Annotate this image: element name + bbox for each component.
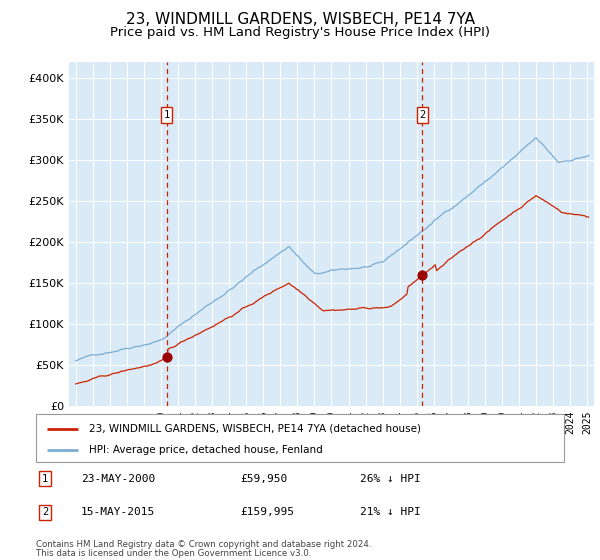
Text: Price paid vs. HM Land Registry's House Price Index (HPI): Price paid vs. HM Land Registry's House … [110, 26, 490, 39]
Text: 23-MAY-2000: 23-MAY-2000 [81, 474, 155, 484]
Text: 15-MAY-2015: 15-MAY-2015 [81, 507, 155, 517]
Text: 1: 1 [164, 110, 170, 120]
Text: 23, WINDMILL GARDENS, WISBECH, PE14 7YA (detached house): 23, WINDMILL GARDENS, WISBECH, PE14 7YA … [89, 424, 421, 433]
FancyBboxPatch shape [36, 414, 564, 462]
Text: HPI: Average price, detached house, Fenland: HPI: Average price, detached house, Fenl… [89, 445, 323, 455]
Text: 1: 1 [42, 474, 48, 484]
Text: 26% ↓ HPI: 26% ↓ HPI [360, 474, 421, 484]
Text: 21% ↓ HPI: 21% ↓ HPI [360, 507, 421, 517]
Point [162, 352, 172, 361]
Text: £59,950: £59,950 [240, 474, 287, 484]
Text: Contains HM Land Registry data © Crown copyright and database right 2024.: Contains HM Land Registry data © Crown c… [36, 540, 371, 549]
Text: £159,995: £159,995 [240, 507, 294, 517]
Text: 23, WINDMILL GARDENS, WISBECH, PE14 7YA: 23, WINDMILL GARDENS, WISBECH, PE14 7YA [125, 12, 475, 27]
Text: 2: 2 [42, 507, 48, 517]
Text: 2: 2 [419, 110, 425, 120]
Text: This data is licensed under the Open Government Licence v3.0.: This data is licensed under the Open Gov… [36, 549, 311, 558]
Point [418, 270, 427, 279]
